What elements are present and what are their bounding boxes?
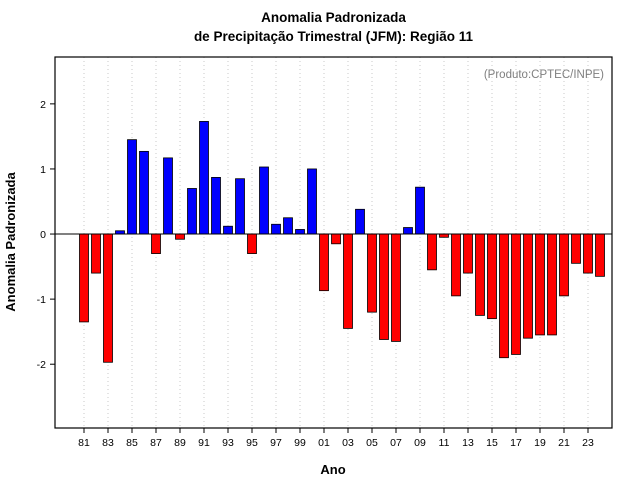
- plot-border: [54, 56, 613, 429]
- bar-2013: [463, 233, 473, 274]
- bar-1993: [223, 225, 233, 235]
- y-tick-label: 1: [40, 164, 46, 176]
- x-tick-label: 09: [414, 437, 426, 449]
- chart-title: Anomalia Padronizada de Precipitação Tri…: [55, 8, 612, 46]
- bar-2006: [379, 233, 389, 340]
- x-tick-label: 93: [222, 437, 234, 449]
- bar-2009: [415, 186, 425, 235]
- bar-1995: [247, 233, 257, 254]
- x-tick-label: 13: [462, 437, 474, 449]
- x-tick-label: 83: [102, 437, 114, 449]
- source-annotation: (Produto:CPTEC/INPE): [484, 69, 604, 81]
- x-tick-label: 07: [390, 437, 402, 449]
- y-tick-label: 0: [40, 229, 46, 241]
- x-tick-label: 03: [342, 437, 354, 449]
- bar-1994: [235, 178, 245, 235]
- x-tick-label: 21: [558, 437, 570, 449]
- bar-2005: [367, 233, 377, 313]
- x-tick-label: 89: [174, 437, 186, 449]
- x-tick-label: 99: [294, 437, 306, 449]
- bar-1997: [271, 223, 281, 235]
- bar-2001: [319, 233, 329, 292]
- bar-1982: [91, 233, 101, 274]
- x-tick-label: 81: [78, 437, 90, 449]
- bar-2021: [559, 233, 569, 297]
- bar-1996: [259, 166, 269, 235]
- bar-1992: [211, 177, 221, 235]
- bar-2015: [487, 233, 497, 320]
- bar-2019: [535, 233, 545, 336]
- bar-1989: [175, 233, 185, 240]
- bar-1988: [163, 157, 173, 235]
- x-tick-label: 87: [150, 437, 162, 449]
- bar-1998: [283, 217, 293, 235]
- bar-2000: [307, 168, 317, 235]
- x-tick-label: 19: [534, 437, 546, 449]
- x-axis-label: Ano: [320, 462, 345, 477]
- bar-2008: [403, 227, 413, 235]
- x-tick-label: 11: [439, 437, 450, 449]
- bar-2010: [427, 233, 437, 271]
- y-axis-label: Anomalia Padronizada: [3, 172, 18, 312]
- x-tick-label: 05: [366, 437, 378, 449]
- bars-group: [79, 121, 605, 363]
- bar-2017: [511, 233, 521, 355]
- x-tick-label: 91: [198, 437, 210, 449]
- bar-1985: [127, 139, 137, 235]
- bar-2007: [391, 233, 401, 342]
- axes-group: 81 83 85 87 89 91 93 95 97 99 01 03 05 07 09 11 13 15 17 19…: [37, 56, 613, 449]
- x-tick-label: 97: [270, 437, 282, 449]
- y-tick-label: -1: [37, 294, 46, 306]
- bar-2004: [355, 208, 365, 235]
- x-tick-label: 01: [318, 437, 330, 449]
- bar-1983: [103, 233, 113, 363]
- bar-2023: [583, 233, 593, 274]
- bar-2020: [547, 233, 557, 336]
- bar-2003: [343, 233, 353, 329]
- bar-2024: [595, 233, 605, 277]
- bar-1986: [139, 150, 149, 235]
- x-tick-label: 17: [510, 437, 522, 449]
- bar-1987: [151, 233, 161, 254]
- y-tick-label: -2: [37, 359, 46, 371]
- bar-1981: [79, 233, 89, 323]
- bar-2022: [571, 233, 581, 264]
- bar-2002: [331, 233, 341, 245]
- x-tick-label: 15: [486, 437, 498, 449]
- x-tick-label: 95: [246, 437, 258, 449]
- bar-1999: [295, 229, 305, 235]
- chart-title-line1: Anomalia Padronizada: [261, 10, 406, 25]
- bar-1991: [199, 121, 209, 235]
- chart-title-line2: de Precipitação Trimestral (JFM): Região…: [193, 29, 474, 44]
- bar-1990: [187, 188, 197, 235]
- y-tick-label: 2: [40, 99, 46, 111]
- x-tick-label: 85: [126, 437, 138, 449]
- bar-2018: [523, 233, 533, 339]
- bar-2012: [451, 233, 461, 297]
- bar-2014: [475, 233, 485, 316]
- bar-2016: [499, 233, 509, 359]
- x-tick-label: 23: [582, 437, 594, 449]
